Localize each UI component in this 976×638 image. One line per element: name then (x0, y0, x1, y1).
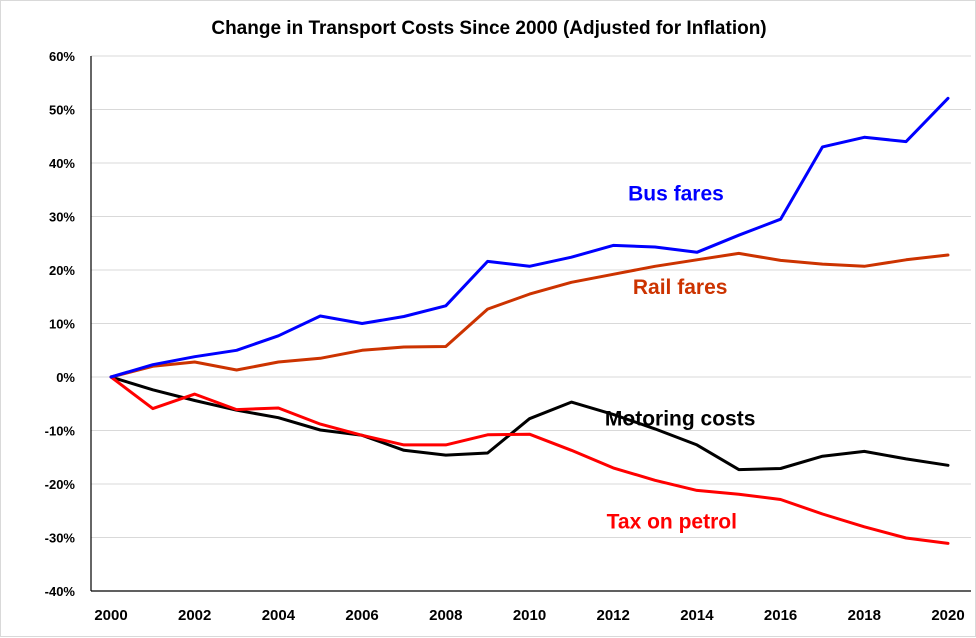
y-tick-label: 0% (56, 370, 75, 385)
x-tick-label: 2016 (764, 607, 797, 624)
series-labels: Bus fares Rail fares Motoring costs Tax on … (605, 182, 756, 533)
series-label-rail-fares: Rail fares (633, 276, 728, 299)
x-tick-label: 2010 (513, 607, 546, 624)
y-tick-label: 20% (49, 263, 75, 278)
series-label-tax-on-petrol: Tax on petrol (607, 510, 737, 533)
x-tick-label: 2018 (848, 607, 881, 624)
y-tick-label: 60% (49, 49, 75, 64)
x-tick-label: 2000 (94, 607, 127, 624)
y-axis-ticks: 60% 50% 40% 30% 20% 10% 0% -10% -20% -30% -40% (45, 49, 76, 599)
series-line-motoring-costs (109, 375, 950, 472)
y-tick-label: -10% (45, 424, 76, 439)
y-tick-label: -30% (45, 531, 76, 546)
chart-title: Change in Transport Costs Since 2000 (Ad… (211, 18, 766, 39)
gridlines (91, 55, 971, 538)
y-tick-label: 10% (49, 317, 75, 332)
x-tick-label: 2004 (262, 607, 296, 624)
series-label-motoring-costs: Motoring costs (605, 408, 756, 431)
y-tick-label: 30% (49, 210, 75, 225)
series-line-bus-fares (109, 96, 950, 379)
x-tick-label: 2020 (931, 607, 964, 624)
y-tick-label: -40% (45, 584, 76, 599)
series-label-bus-fares: Bus fares (628, 182, 724, 205)
x-axis-ticks: 2000 2002 2004 2006 2008 2010 2012 2014 2016 2018… (94, 607, 964, 624)
series-line-rail-fares (109, 251, 950, 379)
x-tick-label: 2012 (597, 607, 630, 624)
series-lines (109, 96, 950, 545)
x-tick-label: 2002 (178, 607, 211, 624)
x-tick-label: 2008 (429, 607, 462, 624)
y-tick-label: 50% (49, 103, 75, 118)
x-tick-label: 2014 (680, 607, 714, 624)
series-line-tax-on-petrol (109, 375, 950, 545)
y-tick-label: 40% (49, 156, 75, 171)
x-tick-label: 2006 (345, 607, 378, 624)
y-tick-label: -20% (45, 477, 76, 492)
